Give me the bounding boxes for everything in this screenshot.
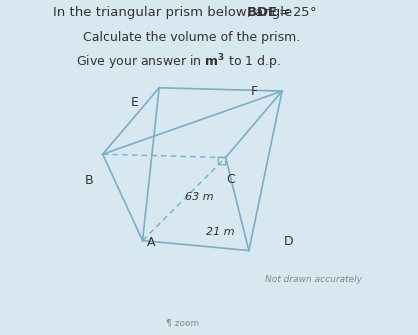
Text: Give your answer in $\mathbf{m}^{\mathbf{3}}$ to 1 d.p.: Give your answer in $\mathbf{m}^{\mathbf…	[76, 53, 281, 72]
Text: $\mathbf{BDE}=25°$: $\mathbf{BDE}=25°$	[245, 6, 316, 19]
Text: In the triangular prism below, angle: In the triangular prism below, angle	[53, 6, 296, 19]
Text: 63 m: 63 m	[185, 192, 213, 202]
Text: 21 m: 21 m	[206, 227, 235, 237]
Text: Not drawn accurately: Not drawn accurately	[265, 275, 362, 284]
Text: F: F	[250, 85, 257, 97]
Text: D: D	[284, 235, 293, 248]
Text: ¶ zoom: ¶ zoom	[166, 318, 199, 327]
Text: E: E	[130, 96, 138, 109]
Text: C: C	[226, 173, 235, 186]
Text: B: B	[85, 174, 94, 187]
Text: A: A	[147, 236, 155, 249]
Text: Calculate the volume of the prism.: Calculate the volume of the prism.	[83, 31, 300, 44]
